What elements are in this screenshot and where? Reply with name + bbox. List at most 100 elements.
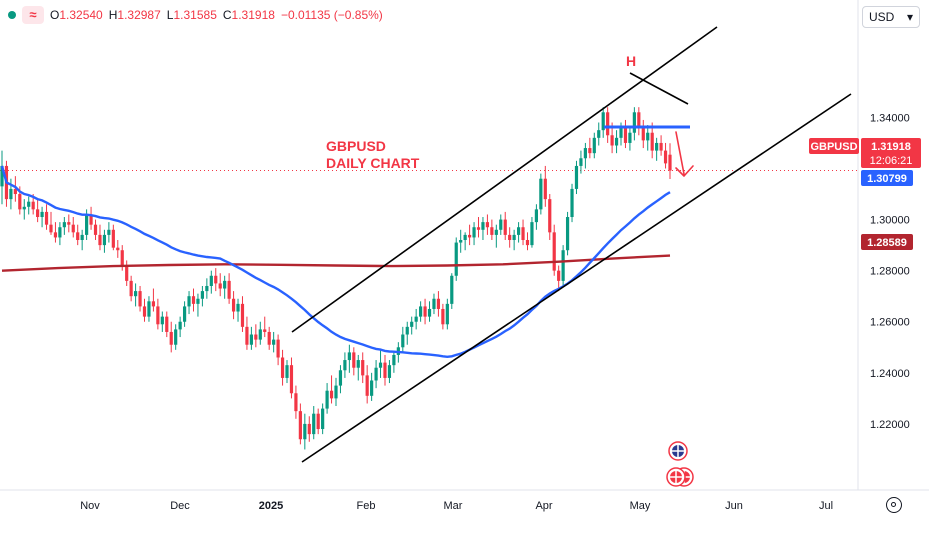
- candle-body: [214, 275, 218, 284]
- candle: [147, 296, 151, 322]
- candle-body: [307, 423, 311, 435]
- candle: [392, 352, 396, 373]
- candle-body: [218, 283, 222, 289]
- candle: [36, 199, 40, 223]
- candle: [0, 150, 4, 205]
- candle: [71, 217, 75, 238]
- ohlc-high: H1.32987: [108, 8, 161, 22]
- candle-body: [303, 423, 307, 440]
- candle-body: [539, 178, 543, 210]
- down-arrow-icon: [675, 131, 694, 177]
- chart-settings-icon[interactable]: [886, 497, 902, 513]
- candle-body: [552, 232, 556, 271]
- candle: [552, 224, 556, 276]
- candle-body: [476, 227, 481, 230]
- candle: [503, 211, 507, 241]
- candle: [565, 211, 570, 256]
- candle-body: [53, 232, 58, 238]
- symbol-tag-label: GBPUSD: [810, 141, 857, 153]
- candle-body: [89, 214, 93, 225]
- candle-body: [663, 150, 668, 164]
- candle: [160, 311, 164, 332]
- candle: [534, 204, 538, 230]
- candle: [334, 377, 338, 407]
- wave-icon[interactable]: ≈: [22, 6, 44, 24]
- news-flag-icons: [666, 441, 694, 487]
- candle-body: [329, 390, 334, 399]
- candle: [463, 232, 467, 251]
- candle: [89, 206, 93, 230]
- candle: [169, 321, 173, 353]
- candle-body: [289, 365, 294, 394]
- candle: [459, 229, 463, 253]
- candle-body: [405, 326, 409, 335]
- candle: [93, 219, 98, 241]
- candle-body: [27, 201, 31, 207]
- candle-body: [481, 222, 485, 230]
- candle-body: [361, 360, 365, 376]
- candle-body: [499, 219, 503, 230]
- candle: [298, 403, 302, 445]
- candle: [623, 119, 628, 149]
- x-tick-label: 2025: [259, 500, 283, 512]
- candle-body: [610, 135, 614, 146]
- candle-body: [321, 408, 325, 430]
- x-tick-label: Feb: [357, 500, 376, 512]
- candle: [218, 273, 222, 297]
- candle-body: [427, 308, 432, 317]
- candle-body: [392, 354, 396, 366]
- candle: [134, 283, 138, 307]
- candle: [223, 275, 227, 299]
- candle-body: [370, 380, 374, 396]
- candle-body: [419, 306, 423, 317]
- candle-body: [338, 370, 343, 386]
- x-tick-label: Nov: [80, 500, 100, 512]
- candle: [151, 288, 156, 312]
- candle-body: [205, 285, 209, 292]
- candle: [307, 416, 311, 442]
- candle: [187, 291, 191, 315]
- y-tick-label: 1.26000: [870, 317, 910, 329]
- candle: [13, 176, 17, 202]
- candle-body: [49, 224, 53, 233]
- candle-body: [227, 280, 231, 299]
- candle-body: [76, 232, 80, 241]
- candle: [245, 316, 249, 350]
- candle-body: [312, 413, 316, 435]
- candle-body: [187, 296, 191, 307]
- candle: [383, 354, 387, 386]
- candle-body: [565, 217, 570, 251]
- candle: [214, 268, 218, 292]
- candle-body: [209, 275, 213, 286]
- candle: [361, 352, 365, 384]
- head-resistance-line: [629, 72, 689, 105]
- candle: [98, 224, 102, 251]
- channel-lower-line: [301, 93, 852, 463]
- candle-body: [352, 352, 356, 368]
- candle-body: [93, 224, 98, 235]
- candle-body: [58, 227, 62, 238]
- candle: [249, 326, 253, 350]
- candle: [410, 316, 414, 335]
- candle-body: [650, 132, 654, 151]
- candle-body: [401, 334, 405, 348]
- candle: [597, 122, 601, 146]
- currency-selector[interactable]: USD ▾: [862, 6, 920, 28]
- candle-body: [0, 165, 4, 187]
- candle: [583, 142, 587, 169]
- candle-body: [454, 242, 458, 276]
- ma-slow-price-label: 1.28589: [861, 234, 913, 250]
- candle: [49, 211, 53, 235]
- candle: [240, 296, 245, 332]
- candle-body: [156, 306, 160, 325]
- candle: [668, 143, 672, 179]
- candle: [356, 354, 360, 381]
- ohlc-low: L1.31585: [166, 8, 217, 22]
- candle-body: [22, 206, 26, 210]
- candle: [263, 316, 267, 338]
- candle-body: [80, 234, 84, 241]
- candle: [374, 360, 378, 389]
- candle-body: [597, 130, 601, 138]
- candle-body: [619, 127, 623, 138]
- candle-body: [125, 265, 129, 281]
